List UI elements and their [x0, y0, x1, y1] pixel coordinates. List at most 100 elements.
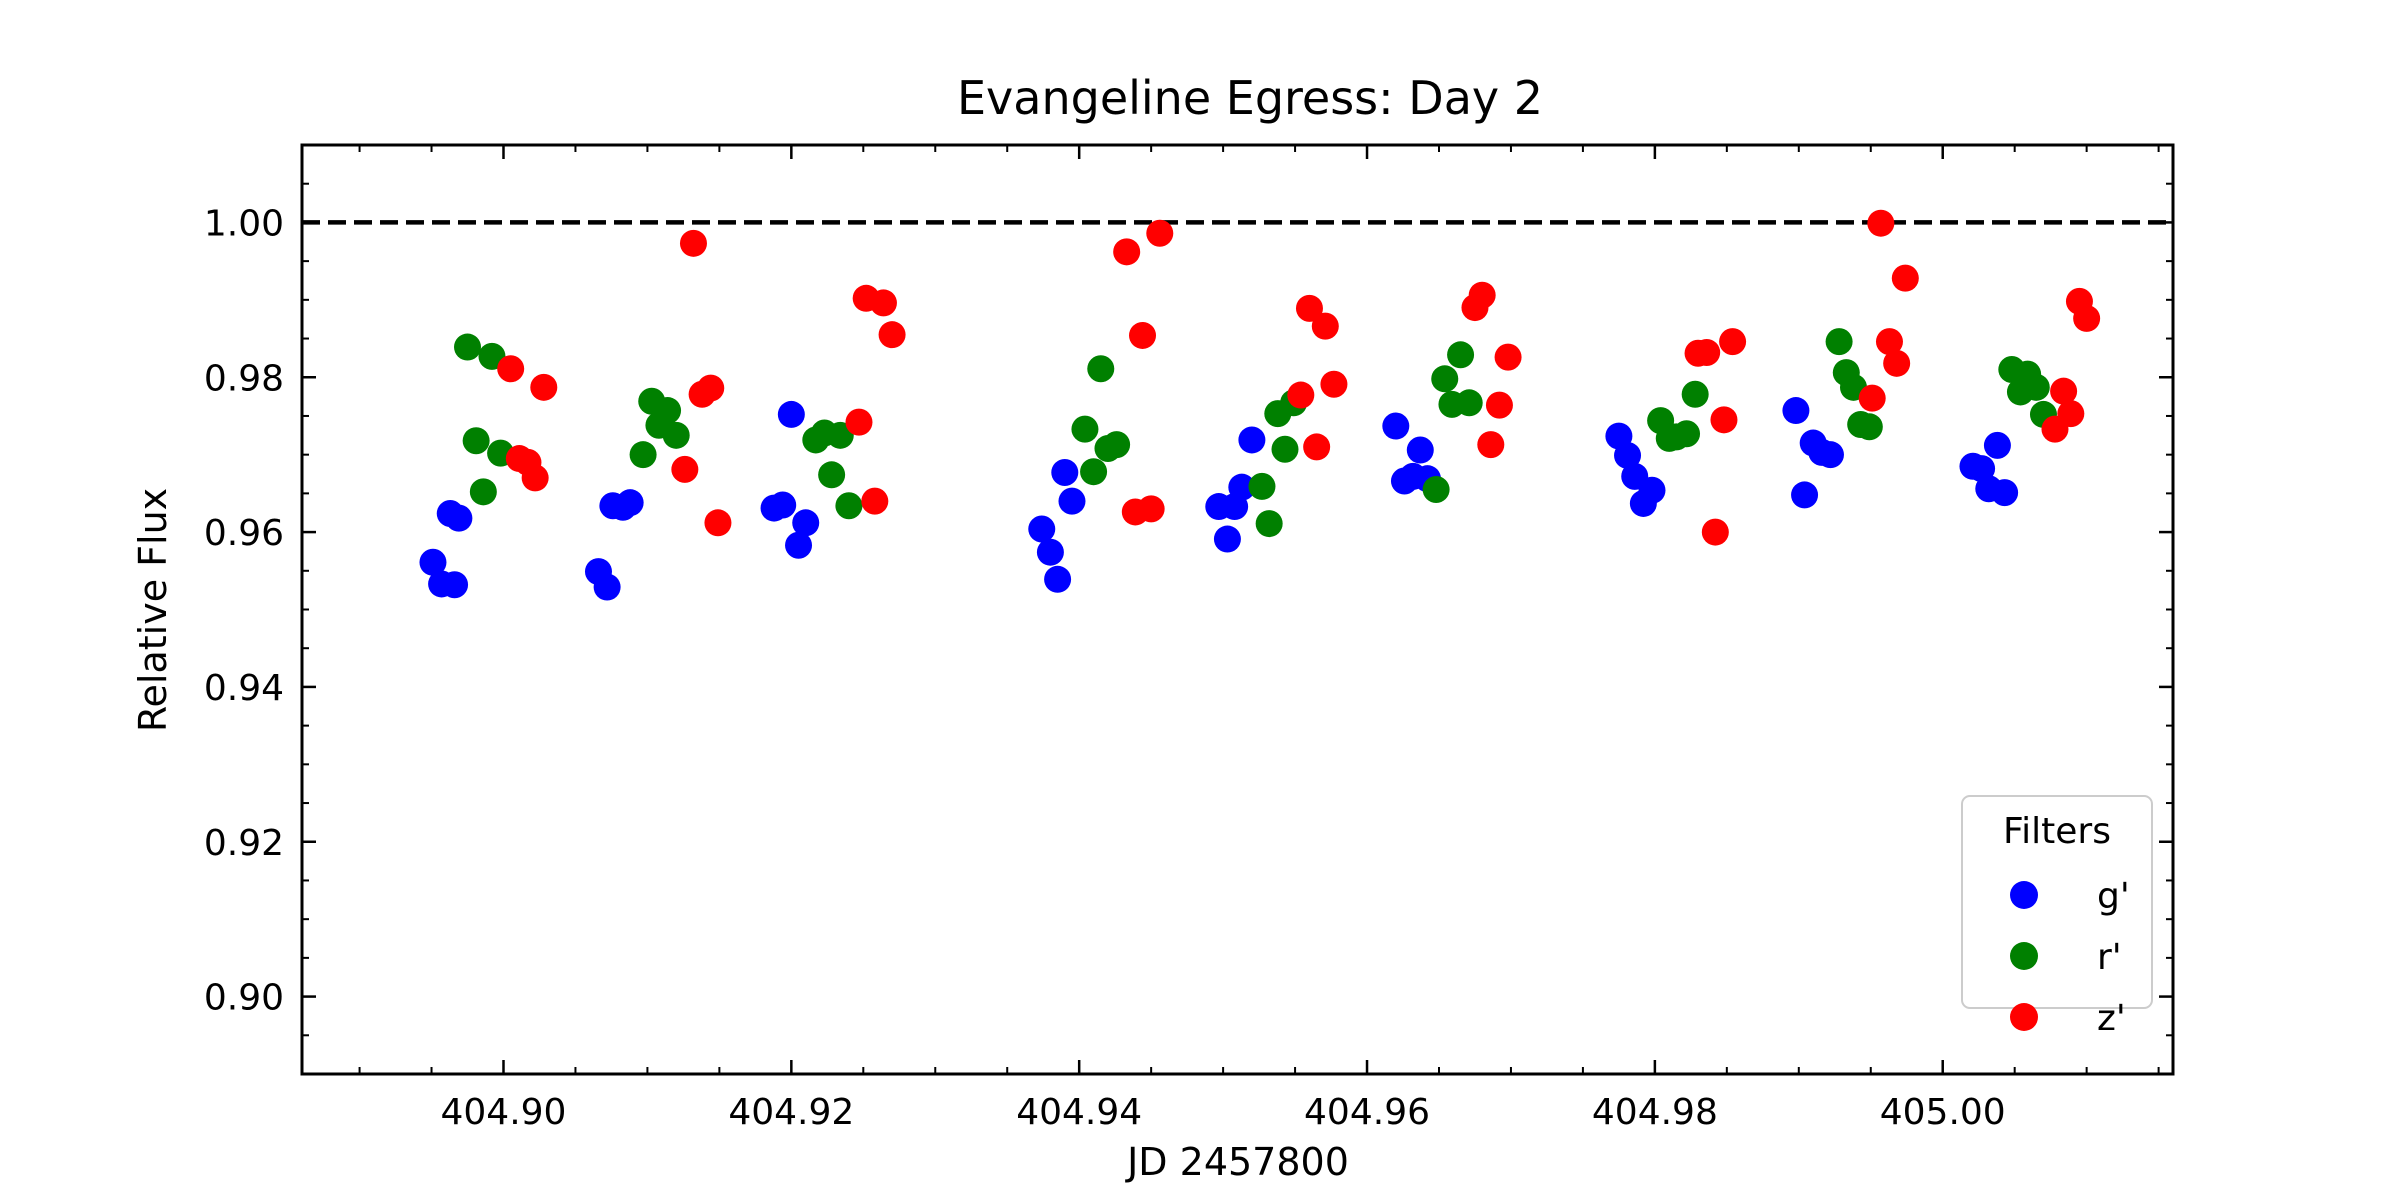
data-point [1701, 518, 1729, 546]
axis-ticks [302, 144, 2173, 1075]
data-point [445, 504, 473, 532]
data-point [1103, 431, 1131, 459]
data-point [1238, 426, 1266, 454]
data-point [1477, 431, 1505, 459]
data-point [1614, 441, 1642, 469]
data-point [826, 421, 854, 449]
x-axis-title: JD 2457800 [1125, 1140, 1349, 1184]
data-point [679, 229, 707, 257]
data-point [629, 441, 657, 469]
data-point [1782, 397, 1810, 425]
data-point [1137, 495, 1165, 523]
data-point [530, 373, 558, 401]
y-tick-label: 0.94 [204, 668, 284, 709]
data-point [1867, 209, 1895, 237]
data-point [1858, 384, 1886, 412]
data-point [1213, 525, 1241, 553]
x-tick-label: 404.96 [1304, 1092, 1430, 1133]
y-tick-label: 1.00 [204, 203, 284, 244]
data-point [441, 571, 469, 599]
data-point [769, 491, 797, 519]
data-point [777, 400, 805, 428]
data-point [469, 478, 497, 506]
data-point [1681, 380, 1709, 408]
x-tick-label: 404.98 [1592, 1092, 1718, 1133]
data-point [697, 374, 725, 402]
y-axis-title: Relative Flux [131, 488, 175, 732]
data-point [1058, 487, 1086, 515]
data-point [1875, 328, 1903, 356]
data-point [1129, 321, 1157, 349]
data-point [2050, 377, 2078, 405]
chart-title: Evangeline Egress: Day 2 [957, 71, 1543, 125]
legend-marker [2010, 1003, 2038, 1031]
legend-marker [2010, 942, 2038, 970]
data-point [1406, 436, 1434, 464]
data-point [1303, 433, 1331, 461]
data-point [1825, 328, 1853, 356]
data-point [1295, 294, 1323, 322]
data-point [1455, 389, 1483, 417]
data-point [1422, 476, 1450, 504]
y-tick-label: 0.96 [204, 513, 284, 554]
data-point [792, 509, 820, 537]
data-point [1228, 473, 1256, 501]
data-point [1855, 413, 1883, 441]
data-point [835, 492, 863, 520]
data-point [1431, 365, 1459, 393]
data-point [593, 573, 621, 601]
legend-box [1961, 795, 2153, 1009]
data-point [1248, 472, 1276, 500]
data-point [1044, 565, 1072, 593]
data-point [616, 489, 644, 517]
data-point [2022, 373, 2050, 401]
data-point [662, 421, 690, 449]
data-point [1983, 431, 2011, 459]
x-tick-label: 405.00 [1880, 1092, 2006, 1133]
data-point [1719, 328, 1747, 356]
series-g-points [419, 397, 2019, 601]
data-point [1447, 341, 1475, 369]
data-point [1320, 370, 1348, 398]
data-point [1710, 406, 1738, 434]
data-point [1693, 338, 1721, 366]
legend-label: g' [2097, 876, 2130, 917]
data-points-layer [419, 209, 2101, 601]
data-point [704, 509, 732, 537]
data-point [1287, 381, 1315, 409]
data-point [845, 408, 873, 436]
data-point [419, 548, 447, 576]
y-tick-label: 0.98 [204, 358, 284, 399]
x-tick-label: 404.92 [728, 1092, 854, 1133]
data-point [861, 487, 889, 515]
data-point [521, 464, 549, 492]
data-point [1485, 391, 1513, 419]
data-point [454, 333, 482, 361]
data-point [1673, 420, 1701, 448]
data-point [1791, 481, 1819, 509]
data-point [1028, 515, 1056, 543]
y-tick-label: 0.92 [204, 823, 284, 864]
data-point [2057, 400, 2085, 428]
data-point [1816, 441, 1844, 469]
data-point [1891, 264, 1919, 292]
data-point [1051, 458, 1079, 486]
data-point [1036, 538, 1064, 566]
data-point [462, 427, 490, 455]
x-tick-label: 404.90 [441, 1092, 567, 1133]
data-point [497, 355, 525, 383]
data-point [1271, 435, 1299, 463]
data-point [1113, 238, 1141, 266]
y-tick-label: 0.90 [204, 978, 284, 1019]
data-point [1087, 355, 1115, 383]
data-point [878, 321, 906, 349]
data-point [2073, 304, 2101, 332]
data-point [1255, 510, 1283, 538]
data-point [1991, 479, 2019, 507]
data-point [1080, 458, 1108, 486]
data-point [654, 397, 682, 425]
data-point [785, 531, 813, 559]
series-r-points [454, 328, 2057, 538]
